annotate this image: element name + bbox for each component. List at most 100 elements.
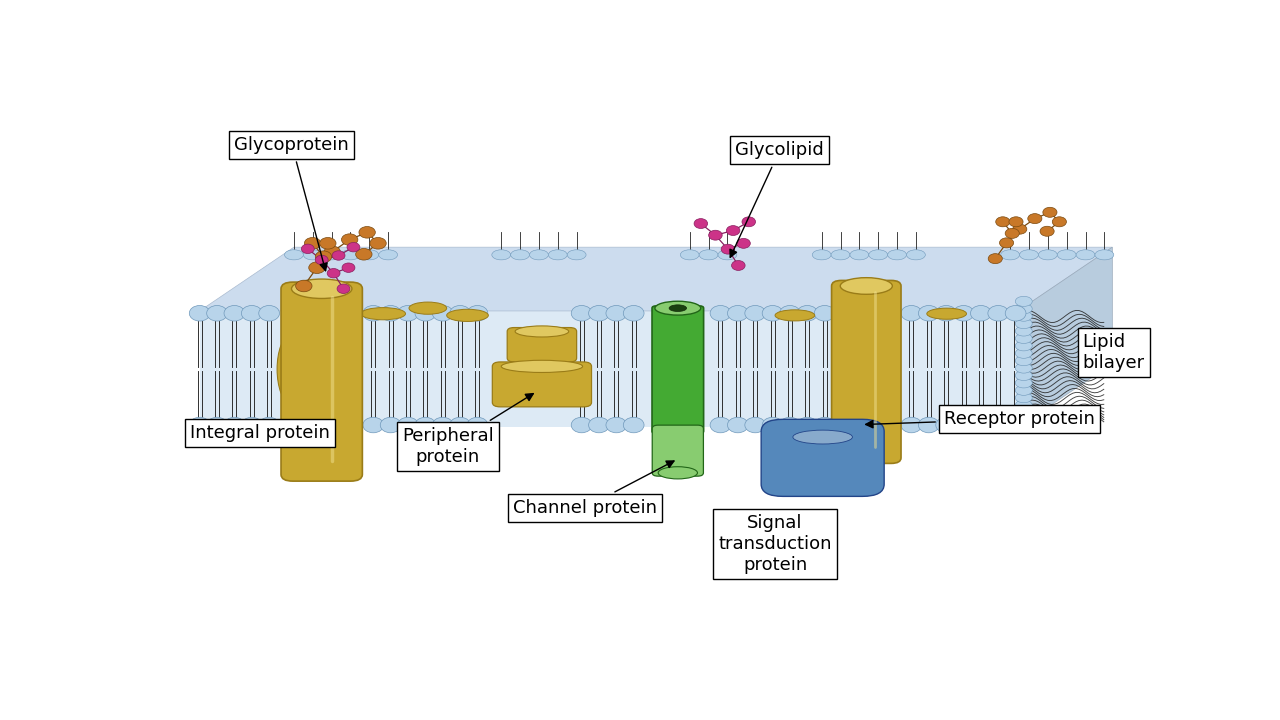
Ellipse shape (745, 418, 765, 433)
Polygon shape (200, 311, 1018, 428)
Ellipse shape (718, 250, 737, 260)
Ellipse shape (467, 305, 488, 321)
Ellipse shape (605, 305, 627, 321)
Ellipse shape (901, 418, 922, 433)
Ellipse shape (567, 250, 586, 260)
Ellipse shape (658, 467, 698, 479)
Ellipse shape (988, 253, 1002, 264)
Ellipse shape (970, 418, 991, 433)
Ellipse shape (511, 250, 530, 260)
Ellipse shape (415, 305, 435, 321)
Ellipse shape (742, 217, 755, 227)
Ellipse shape (1015, 378, 1032, 388)
Ellipse shape (1015, 400, 1032, 410)
Ellipse shape (1015, 297, 1032, 307)
Ellipse shape (840, 278, 892, 294)
Ellipse shape (259, 418, 279, 433)
Ellipse shape (410, 302, 447, 314)
Ellipse shape (954, 418, 974, 433)
Ellipse shape (259, 305, 279, 321)
Ellipse shape (449, 305, 471, 321)
Ellipse shape (694, 219, 708, 228)
Ellipse shape (623, 305, 644, 321)
Ellipse shape (1015, 341, 1032, 351)
Ellipse shape (727, 305, 749, 321)
Ellipse shape (710, 418, 731, 433)
Ellipse shape (1015, 423, 1032, 433)
Ellipse shape (292, 279, 352, 299)
Ellipse shape (906, 250, 925, 260)
Ellipse shape (315, 255, 328, 265)
Ellipse shape (954, 305, 974, 321)
Ellipse shape (433, 418, 453, 433)
Ellipse shape (776, 310, 815, 321)
FancyBboxPatch shape (282, 282, 362, 481)
Ellipse shape (530, 250, 548, 260)
Ellipse shape (361, 307, 406, 320)
Ellipse shape (340, 250, 360, 260)
Ellipse shape (467, 418, 488, 433)
Ellipse shape (669, 305, 686, 312)
Ellipse shape (1015, 304, 1032, 314)
Ellipse shape (1015, 318, 1032, 328)
Ellipse shape (727, 418, 749, 433)
FancyBboxPatch shape (652, 306, 704, 433)
Ellipse shape (869, 250, 887, 260)
Ellipse shape (308, 262, 325, 274)
Text: Glycolipid: Glycolipid (730, 141, 824, 257)
Ellipse shape (589, 418, 609, 433)
Ellipse shape (1012, 224, 1027, 234)
Ellipse shape (1005, 418, 1027, 433)
Ellipse shape (328, 269, 340, 278)
FancyBboxPatch shape (653, 425, 704, 476)
Ellipse shape (762, 418, 783, 433)
Ellipse shape (1094, 250, 1114, 260)
Ellipse shape (710, 305, 731, 321)
Ellipse shape (347, 243, 360, 252)
Ellipse shape (831, 250, 850, 260)
Ellipse shape (1015, 370, 1032, 381)
Ellipse shape (1005, 305, 1027, 321)
Ellipse shape (342, 263, 355, 272)
Ellipse shape (315, 251, 332, 263)
Ellipse shape (571, 418, 591, 433)
Ellipse shape (1015, 326, 1032, 336)
Ellipse shape (1015, 333, 1032, 343)
Ellipse shape (726, 225, 740, 235)
Ellipse shape (887, 250, 906, 260)
Ellipse shape (296, 280, 312, 292)
Ellipse shape (433, 305, 453, 321)
Ellipse shape (970, 305, 991, 321)
Ellipse shape (284, 250, 303, 260)
Ellipse shape (337, 284, 349, 294)
Ellipse shape (1038, 250, 1057, 260)
Ellipse shape (813, 250, 831, 260)
Ellipse shape (623, 418, 644, 433)
Ellipse shape (1052, 217, 1066, 227)
Polygon shape (1018, 247, 1112, 428)
Ellipse shape (919, 305, 940, 321)
Ellipse shape (320, 238, 337, 249)
Ellipse shape (1015, 363, 1032, 373)
Ellipse shape (797, 305, 818, 321)
Ellipse shape (680, 250, 699, 260)
Ellipse shape (189, 418, 210, 433)
Ellipse shape (699, 250, 718, 260)
Ellipse shape (370, 238, 387, 249)
Ellipse shape (1028, 214, 1042, 224)
Ellipse shape (301, 244, 315, 253)
Ellipse shape (189, 305, 210, 321)
Ellipse shape (780, 418, 800, 433)
Ellipse shape (447, 310, 489, 321)
Ellipse shape (358, 227, 375, 238)
Ellipse shape (1015, 348, 1032, 359)
Ellipse shape (1009, 217, 1023, 227)
Ellipse shape (1041, 226, 1055, 236)
Ellipse shape (996, 217, 1010, 227)
Ellipse shape (936, 418, 956, 433)
Ellipse shape (1005, 228, 1019, 238)
Text: Signal
transduction
protein: Signal transduction protein (718, 514, 832, 574)
Ellipse shape (224, 418, 244, 433)
Ellipse shape (515, 326, 568, 337)
Ellipse shape (589, 305, 609, 321)
